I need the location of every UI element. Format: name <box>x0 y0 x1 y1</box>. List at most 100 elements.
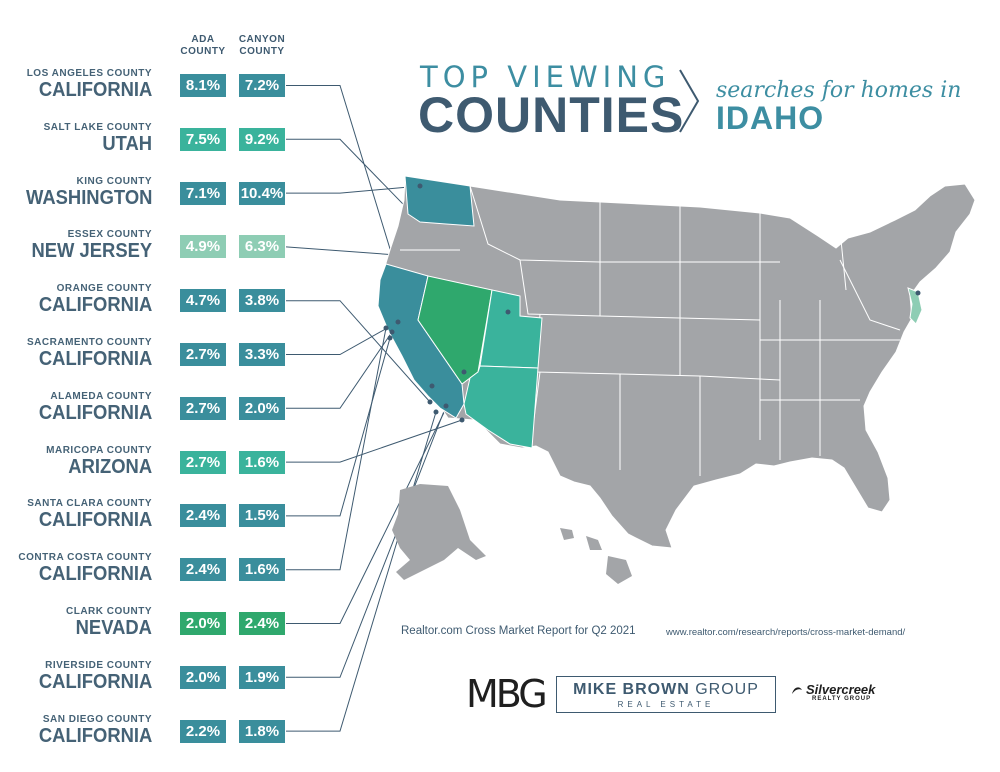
county-name: ORANGE COUNTY <box>56 283 152 295</box>
county-name: CLARK COUNTY <box>66 606 152 617</box>
canyon-percent: 7.2% <box>239 74 285 97</box>
county-dot <box>427 399 433 405</box>
state-name: ARIZONA <box>68 455 152 478</box>
mike-brown-group-name: MIKE BROWN GROUP <box>557 681 775 699</box>
ada-percent: 2.2% <box>180 719 226 743</box>
county-name: SAN DIEGO COUNTY <box>42 713 152 725</box>
ada-percent: 2.0% <box>180 665 226 689</box>
source-text: Realtor.com Cross Market Report for Q2 2… <box>401 625 636 637</box>
county-dot <box>429 383 435 389</box>
table-row: LOS ANGELES COUNTY CALIFORNIA 8.1% 7.2% <box>0 68 300 108</box>
table-row: CONTRA COSTA COUNTY CALIFORNIA 2.4% 1.6% <box>0 552 300 592</box>
state-name: CALIFORNIA <box>38 563 152 586</box>
state-name: NEW JERSEY <box>31 240 152 263</box>
state-name: CALIFORNIA <box>38 670 152 693</box>
county-dot <box>461 369 467 375</box>
state-name: UTAH <box>102 132 152 155</box>
source-url[interactable]: www.realtor.com/research/reports/cross-m… <box>666 627 906 638</box>
table-row: SAN DIEGO COUNTY CALIFORNIA 2.2% 1.8% <box>0 714 300 754</box>
state-name: WASHINGTON <box>25 186 152 209</box>
ada-percent: 2.4% <box>180 558 226 582</box>
connector-line <box>286 185 421 194</box>
canyon-percent: 3.8% <box>239 289 285 313</box>
ada-percent: 2.0% <box>180 612 226 635</box>
chevron-icon <box>679 69 700 133</box>
canyon-percent: 1.6% <box>239 450 285 474</box>
canyon-percent: 10.4% <box>239 181 285 205</box>
county-name: ESSEX COUNTY <box>67 229 152 241</box>
ada-percent: 4.9% <box>180 235 226 259</box>
table-row: MARICOPA COUNTY ARIZONA 2.7% 1.6% <box>0 445 300 485</box>
county-name: SACRAMENTO COUNTY <box>27 337 152 348</box>
connector-line <box>286 419 463 463</box>
title-line-2: COUNTIES <box>418 87 685 143</box>
state-name: CALIFORNIA <box>38 724 152 747</box>
state-name: CALIFORNIA <box>38 294 152 317</box>
connector-line <box>286 331 393 409</box>
ada-percent: 2.7% <box>180 396 226 420</box>
state-name: NEVADA <box>75 617 152 639</box>
silvercreek-mark-icon <box>792 687 802 694</box>
connector-line <box>286 327 387 571</box>
table-row: KING COUNTY WASHINGTON 7.1% 10.4% <box>0 176 300 216</box>
state-name: CALIFORNIA <box>38 509 152 532</box>
ada-county-header: ADA COUNTY <box>180 34 226 57</box>
county-dot <box>389 329 395 335</box>
silvercreek-name: Silvercreek <box>806 682 876 697</box>
canyon-percent: 2.4% <box>239 612 285 635</box>
county-dot <box>395 319 401 325</box>
table-row: RIVERSIDE COUNTY CALIFORNIA 2.0% 1.9% <box>0 660 300 700</box>
table-row: SALT LAKE COUNTY UTAH 7.5% 9.2% <box>0 122 300 162</box>
state-borders <box>400 185 901 476</box>
state-name: CALIFORNIA <box>38 348 152 370</box>
county-name: LOS ANGELES COUNTY <box>26 68 152 79</box>
county-dot <box>387 335 393 341</box>
mike-brown-bold: MIKE BROWN <box>573 681 690 698</box>
county-name: SANTA CLARA COUNTY <box>27 498 152 510</box>
connector-line <box>286 321 399 355</box>
table-row: ORANGE COUNTY CALIFORNIA 4.7% 3.8% <box>0 283 300 323</box>
county-dot <box>505 309 511 315</box>
county-name: KING COUNTY <box>76 175 152 187</box>
usa-shape <box>377 175 976 549</box>
hawaii-shape <box>560 528 632 584</box>
table-row: CLARK COUNTY NEVADA 2.0% 2.4% <box>0 606 300 646</box>
table-row: SANTA CLARA COUNTY CALIFORNIA 2.4% 1.5% <box>0 498 300 538</box>
canyon-percent: 1.6% <box>239 558 285 582</box>
county-dot <box>459 417 465 423</box>
canyon-percent: 9.2% <box>239 127 285 151</box>
county-dots <box>383 183 921 423</box>
county-name: RIVERSIDE COUNTY <box>45 659 152 671</box>
canyon-percent: 1.8% <box>239 719 285 743</box>
table-row: ESSEX COUNTY NEW JERSEY 4.9% 6.3% <box>0 229 300 269</box>
connector-line <box>286 337 391 517</box>
county-dot <box>915 290 921 296</box>
canyon-percent: 2.0% <box>239 396 285 420</box>
ada-percent: 8.1% <box>180 74 226 97</box>
table-row: ALAMEDA COUNTY CALIFORNIA 2.7% 2.0% <box>0 391 300 431</box>
county-dot <box>417 183 423 189</box>
ada-percent: 2.7% <box>180 343 226 366</box>
connector-line <box>286 300 431 403</box>
alaska-shape <box>392 484 486 580</box>
county-dot <box>433 409 439 415</box>
ada-percent: 4.7% <box>180 289 226 313</box>
county-name: MARICOPA COUNTY <box>46 444 152 456</box>
real-estate-text: REAL ESTATE <box>617 700 715 709</box>
realty-group-text: REALTY GROUP <box>812 696 872 702</box>
canyon-percent: 3.3% <box>239 343 285 366</box>
county-name: ALAMEDA COUNTY <box>50 390 152 402</box>
county-dot <box>383 325 389 331</box>
mike-brown-group-logo: MIKE BROWN GROUP REAL ESTATE <box>556 676 776 713</box>
ada-percent: 7.5% <box>180 127 226 151</box>
idaho-label: IDAHO <box>716 100 825 136</box>
mbg-logo: MBG <box>466 672 548 716</box>
subtitle: searches for homes in <box>716 78 962 103</box>
canyon-percent: 1.5% <box>239 504 285 528</box>
county-name: SALT LAKE COUNTY <box>43 121 152 133</box>
ada-percent: 2.7% <box>180 450 226 474</box>
county-dot <box>443 403 449 409</box>
canyon-county-header: CANYON COUNTY <box>238 34 286 57</box>
ada-percent: 2.4% <box>180 504 226 528</box>
